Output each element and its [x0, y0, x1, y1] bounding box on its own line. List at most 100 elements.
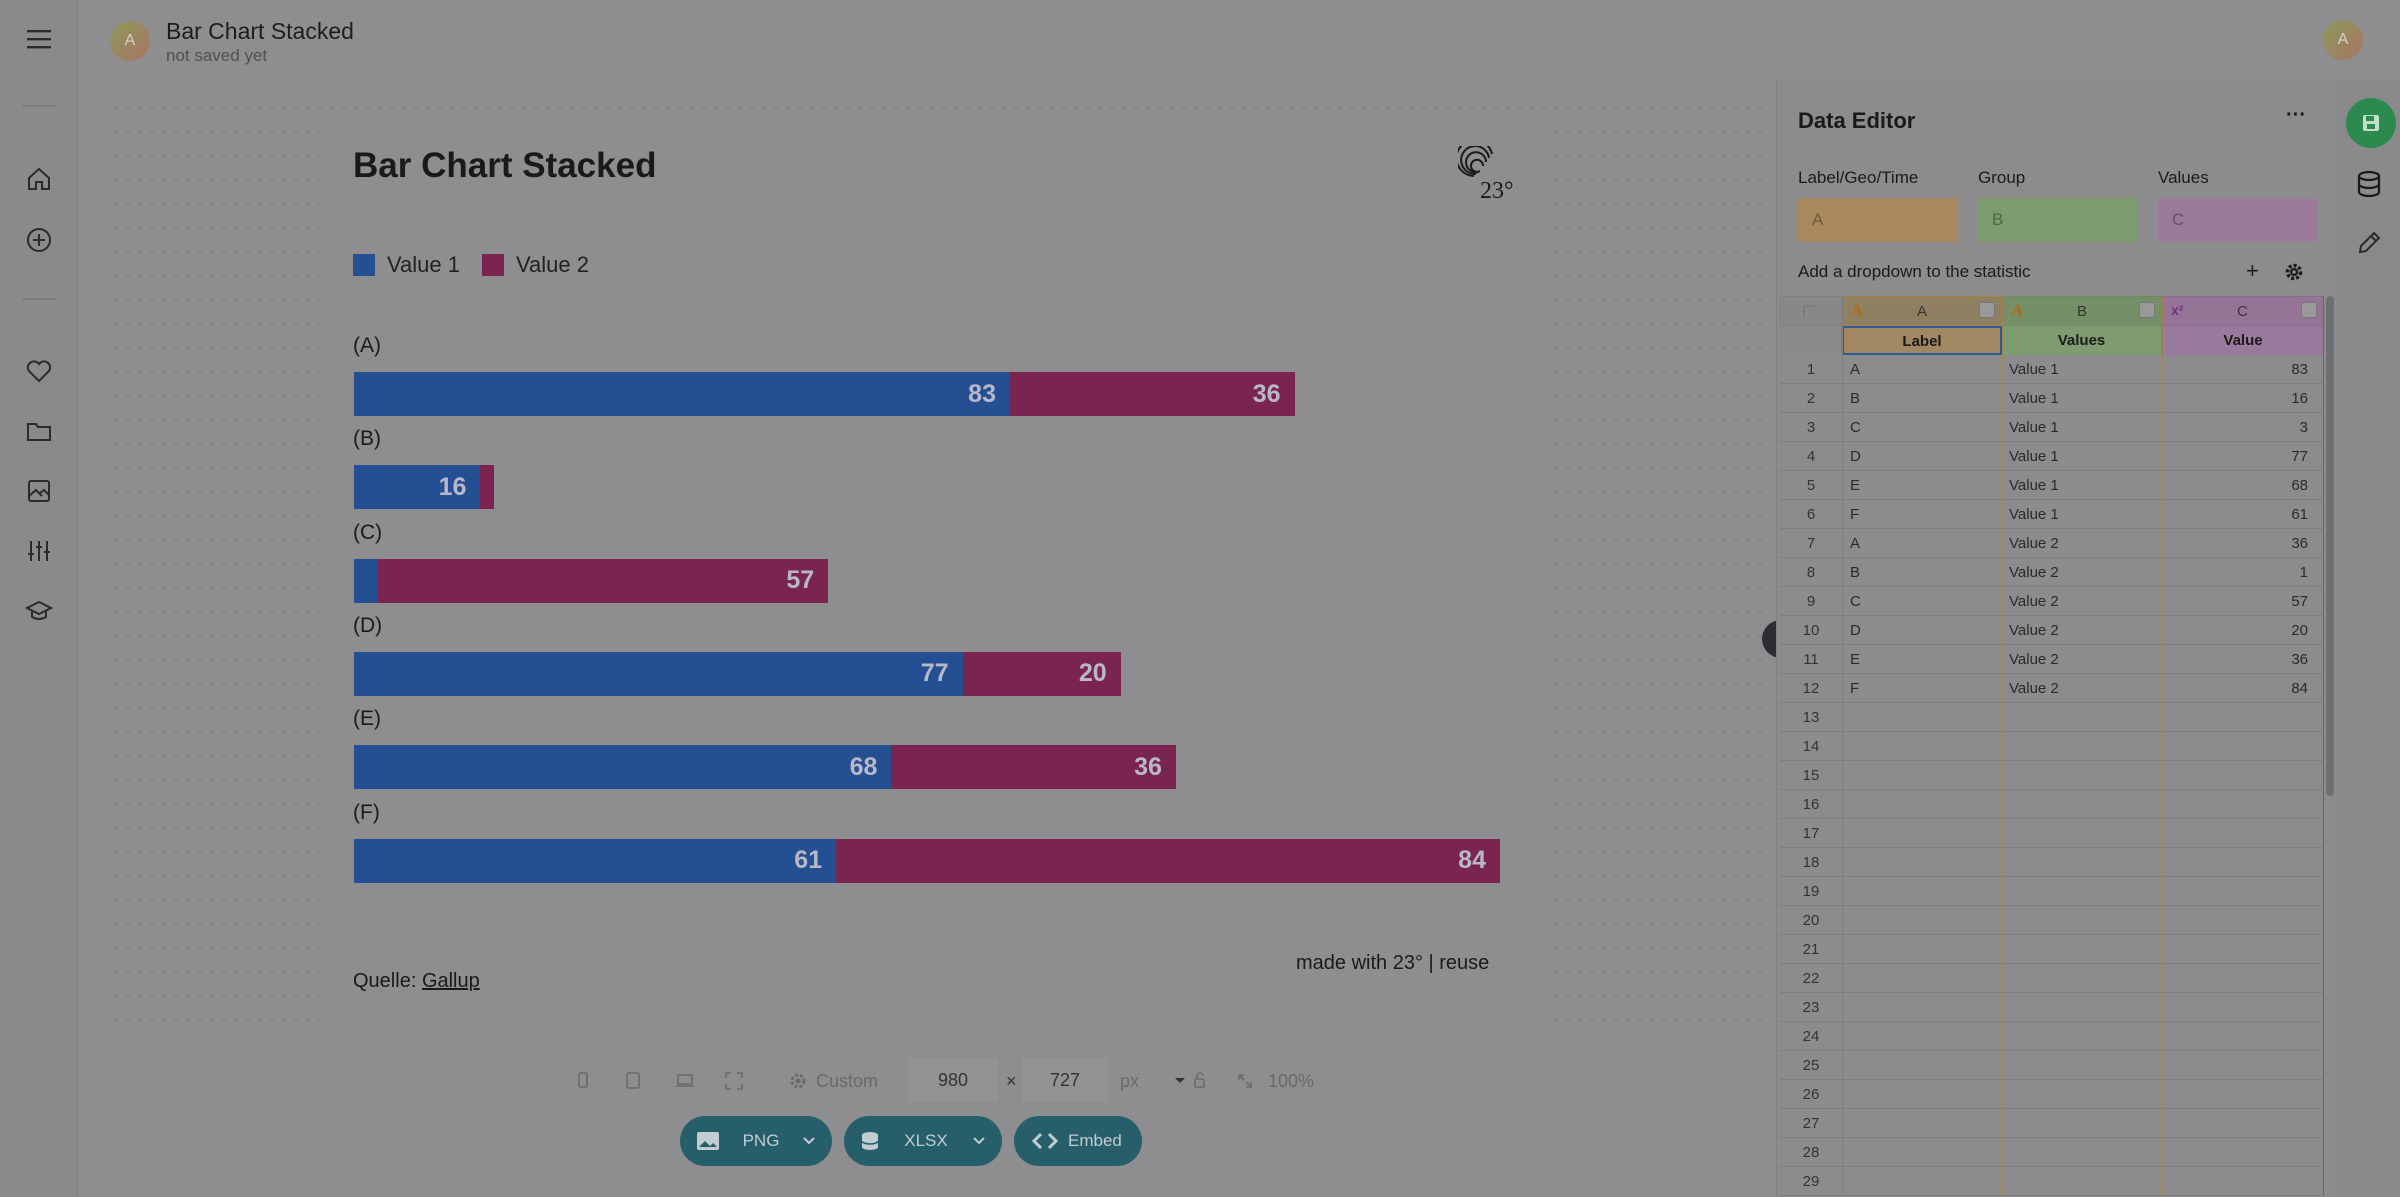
bar-segment[interactable]: 68	[354, 745, 892, 790]
cell-value[interactable]: 20	[2291, 622, 2308, 639]
cell-label[interactable]: C	[1850, 419, 1861, 436]
table-row[interactable]: 2 B Value 1 16	[1780, 384, 2324, 413]
fullscreen-icon[interactable]	[724, 1060, 744, 1102]
table-row[interactable]: 27	[1780, 1109, 2324, 1138]
label-column-select[interactable]: A	[1798, 198, 1958, 242]
table-row[interactable]: 9 C Value 2 57	[1780, 587, 2324, 616]
cell-value[interactable]: 83	[2291, 361, 2308, 378]
table-row[interactable]: 21	[1780, 935, 2324, 964]
user-avatar[interactable]: A	[2323, 20, 2363, 60]
table-row[interactable]: 8 B Value 2 1	[1780, 558, 2324, 587]
cell-group[interactable]: Value 1	[2009, 477, 2059, 494]
table-row[interactable]: 5 E Value 1 68	[1780, 471, 2324, 500]
table-row[interactable]: 22	[1780, 964, 2324, 993]
corner-cell[interactable]	[1780, 296, 1842, 326]
width-input[interactable]: 980	[908, 1058, 998, 1102]
bar-segment[interactable]: 61	[354, 838, 837, 883]
table-row[interactable]: 16	[1780, 790, 2324, 819]
values-column-select[interactable]: C	[2158, 198, 2318, 242]
height-input[interactable]: 727	[1022, 1058, 1108, 1102]
cell-label[interactable]: E	[1850, 651, 1861, 668]
cell-label[interactable]: D	[1850, 622, 1861, 639]
made-with-credit[interactable]: made with 23° | reuse	[1296, 952, 1490, 974]
settings-gear-icon[interactable]	[2284, 262, 2304, 287]
graduation-cap-icon[interactable]	[24, 596, 54, 626]
bar-segment[interactable]: 36	[1009, 372, 1295, 416]
cell-value[interactable]: 1	[2299, 564, 2308, 581]
save-button[interactable]	[2346, 98, 2396, 148]
cell-group[interactable]: Value 1	[2009, 506, 2059, 523]
cell-label[interactable]: D	[1850, 448, 1861, 465]
home-icon[interactable]	[24, 164, 54, 194]
header-cell-label[interactable]: Label	[1842, 326, 2002, 355]
table-row[interactable]: 15	[1780, 761, 2324, 790]
table-row[interactable]: 17	[1780, 819, 2324, 848]
folder-icon[interactable]	[24, 416, 54, 446]
table-row[interactable]: 24	[1780, 1022, 2324, 1051]
cell-value[interactable]: 36	[2291, 651, 2308, 668]
cell-value[interactable]: 77	[2291, 448, 2308, 465]
database-icon[interactable]	[2356, 170, 2382, 203]
cell-value[interactable]: 61	[2291, 506, 2308, 523]
table-row[interactable]: 23	[1780, 993, 2324, 1022]
table-row[interactable]: 6 F Value 1 61	[1780, 500, 2324, 529]
table-row[interactable]: 3 C Value 1 3	[1780, 413, 2324, 442]
cell-label[interactable]: E	[1850, 477, 1861, 494]
avatar[interactable]: A	[110, 21, 150, 61]
table-row[interactable]: 25	[1780, 1051, 2324, 1080]
table-row[interactable]: 10 D Value 2 20	[1780, 616, 2324, 645]
legend-item-value-1[interactable]: Value 1	[353, 252, 460, 278]
cell-group[interactable]: Value 1	[2009, 419, 2059, 436]
custom-size-preset[interactable]: Custom	[788, 1060, 878, 1102]
zoom-control[interactable]: 100%	[1236, 1060, 1314, 1102]
table-row[interactable]: 1 A Value 1 83	[1780, 355, 2324, 384]
column-header-c[interactable]: x² C	[2162, 296, 2324, 326]
table-row[interactable]: 28	[1780, 1138, 2324, 1167]
table-row[interactable]: 19	[1780, 877, 2324, 906]
scrollbar[interactable]	[2326, 296, 2334, 796]
bar-segment[interactable]: 16	[354, 465, 481, 510]
cell-group[interactable]: Value 2	[2009, 622, 2059, 639]
cell-group[interactable]: Value 2	[2009, 535, 2059, 552]
header-cell-value[interactable]: Value	[2162, 326, 2324, 355]
table-row[interactable]: 12 F Value 2 84	[1780, 674, 2324, 703]
plus-circle-icon[interactable]	[24, 225, 54, 255]
laptop-size-icon[interactable]	[674, 1060, 696, 1102]
bar-segment[interactable]	[354, 558, 378, 603]
legend-item-value-2[interactable]: Value 2	[481, 252, 589, 278]
cell-label[interactable]: F	[1850, 680, 1860, 697]
cell-label[interactable]: A	[1850, 361, 1861, 378]
bar-segment[interactable]	[480, 465, 495, 510]
document-title[interactable]: Bar Chart Stacked	[166, 18, 354, 44]
bar-segment[interactable]: 20	[962, 651, 1121, 696]
sliders-icon[interactable]	[24, 536, 54, 566]
unit-select[interactable]: px	[1120, 1060, 1187, 1102]
cell-label[interactable]: F	[1850, 506, 1860, 523]
cell-value[interactable]: 36	[2291, 535, 2308, 552]
cell-label[interactable]: A	[1850, 535, 1861, 552]
header-cell-values[interactable]: Values	[2002, 326, 2162, 355]
bar-segment[interactable]: 83	[354, 372, 1010, 416]
cell-group[interactable]: Value 2	[2009, 680, 2059, 697]
cell-group[interactable]: Value 2	[2009, 651, 2059, 668]
cell-value[interactable]: 3	[2299, 419, 2308, 436]
embed-button[interactable]: Embed	[1014, 1116, 1142, 1166]
more-options-button[interactable]: ···	[2286, 104, 2306, 126]
column-header-a[interactable]: A A	[1842, 296, 2002, 326]
column-header-b[interactable]: A B	[2002, 296, 2162, 326]
bar-segment[interactable]: 84	[836, 838, 1500, 883]
phone-size-icon[interactable]	[576, 1060, 590, 1102]
table-row[interactable]: 14	[1780, 732, 2324, 761]
image-icon[interactable]	[24, 476, 54, 506]
tablet-size-icon[interactable]	[624, 1060, 642, 1102]
lock-ratio-icon[interactable]	[1192, 1060, 1210, 1102]
cell-value[interactable]: 57	[2291, 593, 2308, 610]
cell-group[interactable]: Value 1	[2009, 390, 2059, 407]
table-row[interactable]: 18	[1780, 848, 2324, 877]
cell-value[interactable]: 16	[2291, 390, 2308, 407]
table-row[interactable]: 11 E Value 2 36	[1780, 645, 2324, 674]
cell-label[interactable]: B	[1850, 564, 1861, 581]
bar-segment[interactable]: 57	[377, 558, 829, 603]
add-dropdown-button[interactable]: +	[2246, 258, 2259, 283]
cell-label[interactable]: B	[1850, 390, 1861, 407]
